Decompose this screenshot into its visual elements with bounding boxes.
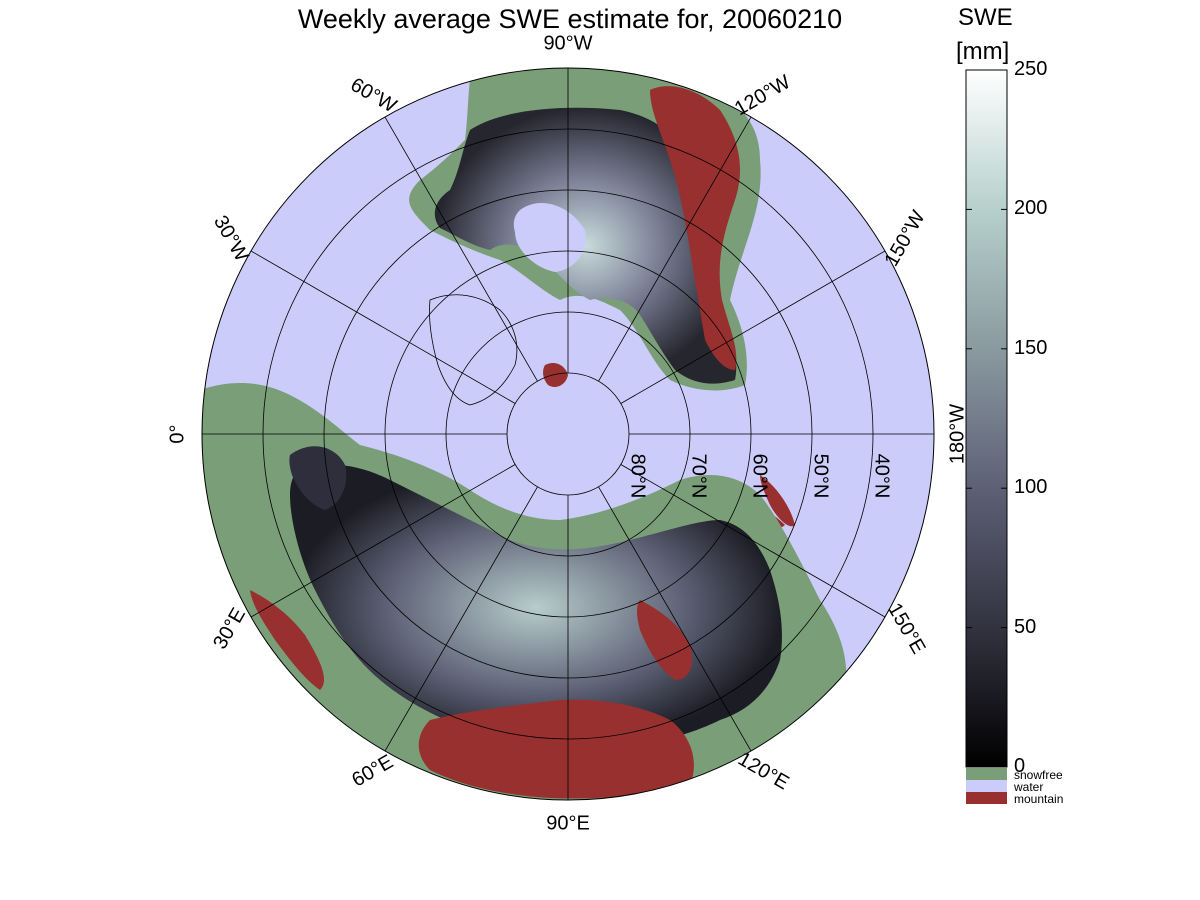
colorbar-categories bbox=[966, 768, 1007, 804]
meridian-line bbox=[250, 250, 516, 404]
category-swatch bbox=[966, 768, 1007, 780]
colorbar-title: SWE bbox=[958, 4, 1013, 31]
meridian-line bbox=[620, 250, 886, 404]
meridian-line bbox=[384, 486, 538, 752]
longitude-label: 30°E bbox=[209, 604, 250, 653]
longitude-label: 90°E bbox=[546, 812, 590, 834]
category-swatch bbox=[966, 780, 1007, 792]
north-america-snow bbox=[434, 107, 737, 384]
latitude-labels: 80°N 70°N 60°N 50°N 40°N bbox=[627, 454, 893, 499]
colorbar-tick-label: 250 bbox=[1014, 58, 1048, 80]
kamchatka-mountain bbox=[760, 475, 795, 527]
colorbar bbox=[965, 69, 1008, 804]
latitude-label: 60°N bbox=[749, 454, 771, 499]
scandinavia-snow bbox=[289, 446, 347, 510]
category-swatch bbox=[966, 792, 1007, 804]
figure-title: Weekly average SWE estimate for, 2006021… bbox=[297, 4, 843, 34]
colorbar-ticks bbox=[966, 69, 1007, 768]
meridian-line bbox=[620, 464, 886, 618]
eurasia-snow bbox=[290, 464, 782, 751]
longitude-label: 180°W bbox=[946, 404, 968, 464]
graticule bbox=[201, 67, 935, 801]
longitude-label: 0° bbox=[166, 424, 188, 443]
map-disk bbox=[202, 68, 934, 800]
longitude-label: 90°W bbox=[543, 32, 592, 54]
colorbar-gradient bbox=[965, 69, 1008, 768]
longitude-label: 30°W bbox=[209, 212, 253, 266]
colorbar-tick-label: 0 bbox=[1014, 755, 1026, 777]
longitude-label: 60°W bbox=[347, 74, 401, 118]
caucasus-mountain bbox=[250, 590, 325, 690]
latitude-label: 50°N bbox=[810, 454, 832, 499]
latitude-label: 80°N bbox=[627, 454, 649, 499]
longitude-label: 150°E bbox=[883, 599, 929, 657]
latitude-label: 40°N bbox=[871, 454, 893, 499]
colorbar-unit: [mm] bbox=[956, 38, 1010, 65]
longitude-label: 120°W bbox=[731, 71, 794, 120]
longitude-label: 60°E bbox=[348, 751, 397, 792]
colorbar-tick-label: 150 bbox=[1014, 336, 1048, 359]
category-label: water bbox=[1014, 780, 1044, 794]
arctic-ocean bbox=[488, 354, 648, 514]
colorbar-tick-label: 50 bbox=[1014, 615, 1037, 638]
meridian-line bbox=[598, 486, 752, 752]
siberia-mountain bbox=[637, 600, 692, 680]
rockies-mountain bbox=[650, 86, 740, 370]
svalbard bbox=[543, 363, 568, 387]
colorbar-tick-label: 100 bbox=[1014, 476, 1048, 499]
meridian-line bbox=[384, 116, 538, 382]
meridian-line bbox=[250, 464, 516, 618]
category-label: snowfree bbox=[1014, 768, 1063, 782]
colorbar-tick-label: 200 bbox=[1014, 197, 1048, 220]
meridian-line bbox=[598, 116, 752, 382]
latitude-label: 70°N bbox=[688, 454, 710, 499]
europe-snowfree bbox=[202, 388, 276, 555]
category-label: mountain bbox=[1014, 792, 1064, 806]
longitude-label: 150°W bbox=[881, 207, 930, 270]
longitude-label: 120°E bbox=[734, 748, 792, 794]
greenland bbox=[429, 294, 518, 406]
tibet-mountain bbox=[418, 699, 694, 799]
